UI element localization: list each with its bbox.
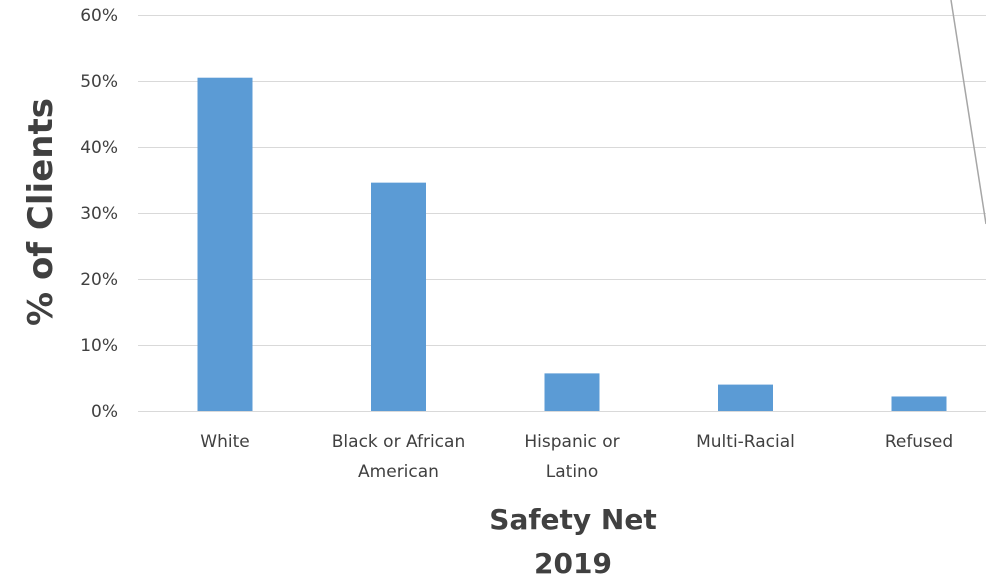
x-category-label: Refused (885, 432, 953, 452)
callout-connector-line (951, 0, 986, 224)
bar (892, 396, 947, 411)
bar (545, 373, 600, 411)
x-category-label: Black or African American (332, 432, 465, 482)
bar (371, 183, 426, 411)
y-axis-tick-labels: 0% 10% 20% 30% 40% 50% 60% (80, 6, 118, 422)
y-tick-label: 60% (80, 6, 118, 26)
x-category-label: Hispanic or Latino (524, 432, 619, 482)
y-tick-label: 40% (80, 138, 118, 158)
y-tick-label: 0% (91, 402, 118, 422)
bar (718, 385, 773, 411)
bars (198, 78, 947, 411)
x-category-label: Multi-Racial (696, 432, 795, 452)
y-axis-title: % of Clients (21, 98, 61, 326)
y-tick-label: 50% (80, 72, 118, 92)
y-tick-label: 20% (80, 270, 118, 290)
y-tick-label: 10% (80, 336, 118, 356)
gridlines (138, 16, 986, 412)
y-tick-label: 30% (80, 204, 118, 224)
x-axis-category-labels: White Black or African American Hispanic or… (200, 432, 953, 482)
bar (198, 78, 253, 411)
x-category-label: White (200, 432, 249, 452)
x-axis-title: Safety Net 2019 (489, 503, 656, 580)
